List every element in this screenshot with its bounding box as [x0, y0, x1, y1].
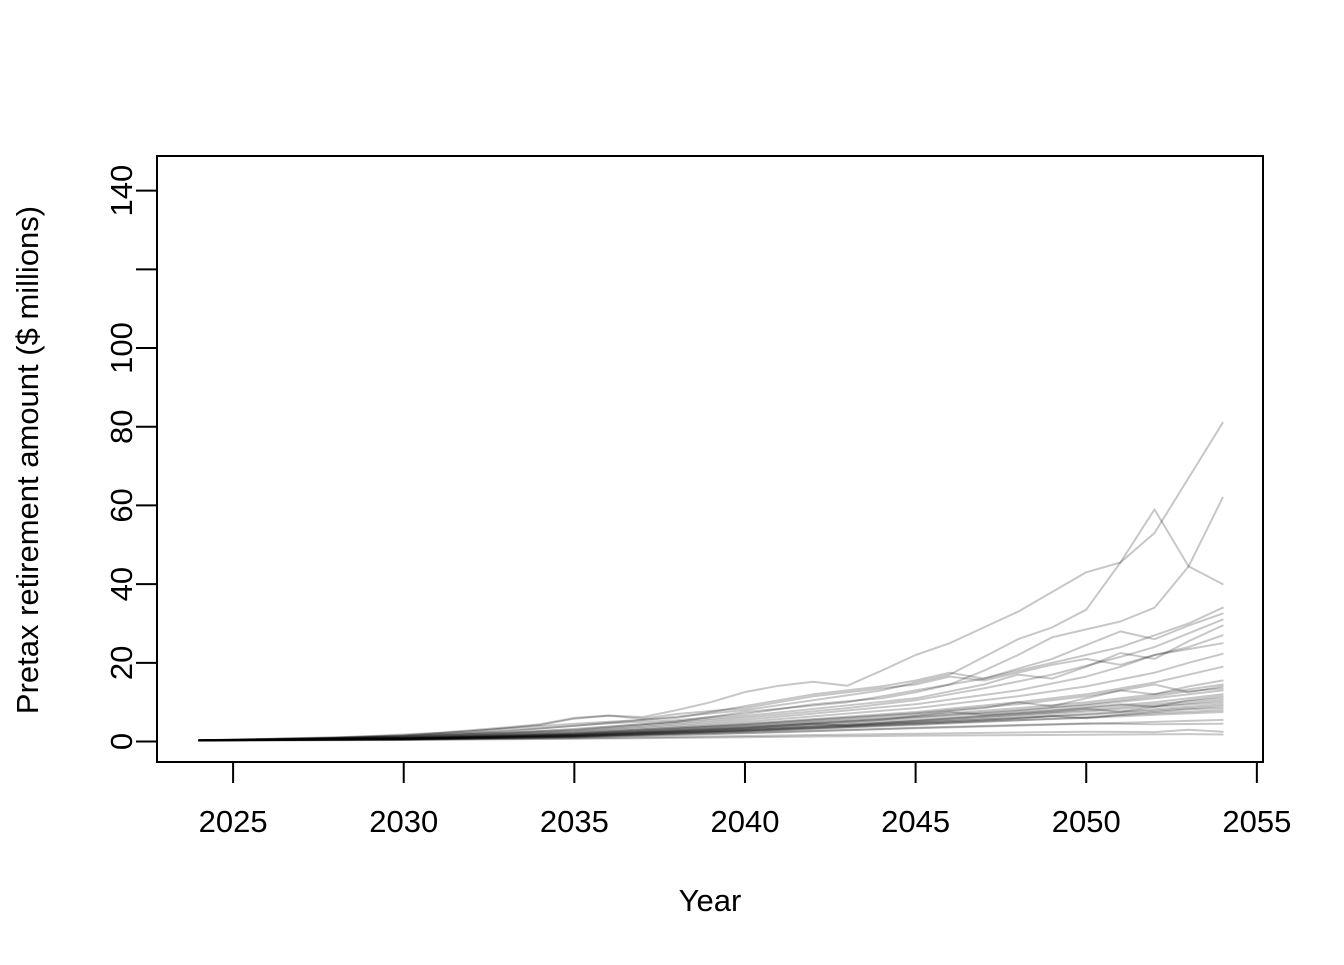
y-axis: 0 20 40 60 80 100 140: [104, 165, 157, 750]
x-tick-label: 2040: [710, 804, 779, 839]
simulation-line: [198, 612, 1224, 742]
simulation-line: [198, 665, 1224, 742]
y-tick-label: 0: [104, 733, 139, 750]
simulation-line: [198, 707, 1224, 742]
simulation-line: [198, 496, 1224, 742]
simulation-line: [198, 728, 1224, 742]
simulation-line: [198, 634, 1224, 742]
x-tick-label: 2045: [881, 804, 950, 839]
simulation-line: [198, 421, 1224, 742]
simulation-line: [198, 624, 1224, 742]
simulation-line: [198, 689, 1224, 742]
x-tick-label: 2050: [1052, 804, 1121, 839]
simulation-line: [198, 679, 1224, 742]
y-axis-title: Pretax retirement amount ($ millions): [10, 206, 45, 714]
y-tick-label: 60: [104, 488, 139, 522]
simulation-line: [198, 699, 1224, 742]
simulation-line: [198, 652, 1224, 742]
x-tick-label: 2055: [1222, 804, 1291, 839]
simulation-line: [198, 695, 1224, 742]
simulation-line: [198, 683, 1224, 742]
simulation-line: [198, 705, 1224, 742]
y-tick-label: 80: [104, 409, 139, 443]
simulation-line: [198, 701, 1224, 742]
simulation-line: [198, 709, 1224, 742]
simulation-line: [198, 703, 1224, 742]
simulation-line: [198, 711, 1224, 742]
simulation-line: [198, 508, 1224, 742]
simulation-line: [198, 697, 1224, 742]
simulation-line: [198, 642, 1224, 742]
simulation-line: [198, 718, 1224, 742]
y-tick-label: 20: [104, 646, 139, 680]
simulation-line: [198, 687, 1224, 742]
x-tick-label: 2030: [369, 804, 438, 839]
y-tick-label: 100: [104, 322, 139, 374]
simulation-line: [198, 693, 1224, 742]
simulation-line: [198, 606, 1224, 742]
simulation-line: [198, 683, 1224, 742]
x-axis-title: Year: [679, 883, 742, 918]
y-tick-label: 40: [104, 567, 139, 601]
x-tick-label: 2025: [199, 804, 268, 839]
simulation-line: [198, 722, 1224, 742]
x-axis: 2025 2030 2035 2040 2045 2050 2055: [199, 762, 1291, 839]
simulation-lines: [198, 421, 1224, 742]
simulation-line: [198, 618, 1224, 742]
simulation-line: [198, 733, 1224, 742]
x-tick-label: 2035: [540, 804, 609, 839]
y-tick-label: 140: [104, 165, 139, 217]
plot-border: [156, 155, 1264, 763]
